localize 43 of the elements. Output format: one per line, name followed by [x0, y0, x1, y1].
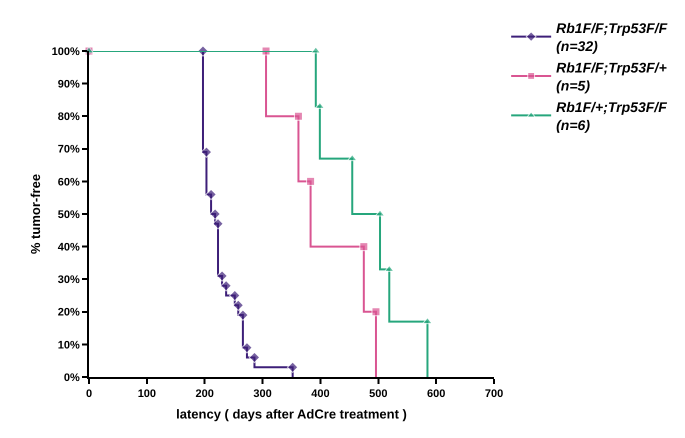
point	[347, 154, 358, 162]
point	[241, 342, 253, 354]
point	[384, 264, 394, 272]
y-tick-label: 60%	[58, 176, 80, 188]
y-tick-label: 10%	[58, 339, 80, 352]
x-axis-title: latency ( days after AdCre treatment )	[176, 406, 407, 422]
x-tick-label: 100	[138, 388, 156, 400]
point	[232, 300, 244, 311]
point	[209, 208, 221, 220]
y-tick-label: 0%	[64, 372, 80, 384]
y-tick-label: 100%	[52, 46, 80, 58]
legend-label: Rb1F/+;Trp53F/F (n=6)	[556, 98, 668, 133]
point	[306, 176, 316, 186]
y-tick-label: 70%	[58, 144, 80, 156]
y-tick-label: 80%	[58, 111, 80, 124]
point	[248, 352, 260, 364]
point	[200, 146, 212, 158]
point	[212, 218, 224, 230]
point	[216, 270, 228, 282]
point	[237, 309, 249, 321]
legend-label: Rb1F/F;Trp53F/F (n=32)	[556, 20, 668, 54]
point	[294, 112, 303, 121]
point	[359, 242, 368, 252]
x-tick-label: 200	[196, 388, 214, 400]
y-tick-label: 20%	[58, 306, 80, 319]
x-tick-label: 400	[311, 388, 330, 400]
point	[314, 102, 325, 109]
y-tick-label: 40%	[58, 241, 80, 254]
y-tick-label: 30%	[58, 274, 80, 286]
point	[205, 188, 217, 200]
x-tick-label: 500	[369, 388, 388, 400]
legend-label: Rb1F/F;Trp53F/+ (n=5)	[556, 59, 667, 94]
point	[286, 362, 298, 373]
y-axis-title: % tumor-free	[28, 174, 44, 254]
point	[371, 307, 380, 316]
y-tick-label: 90%	[58, 78, 80, 90]
y-tick-label: 50%	[58, 208, 80, 221]
x-tick-label: 700	[484, 388, 504, 400]
x-tick-label: 0	[86, 388, 92, 400]
point	[220, 280, 232, 292]
x-tick-label: 600	[426, 388, 446, 400]
x-tick-label: 300	[253, 388, 272, 400]
point	[229, 290, 240, 302]
